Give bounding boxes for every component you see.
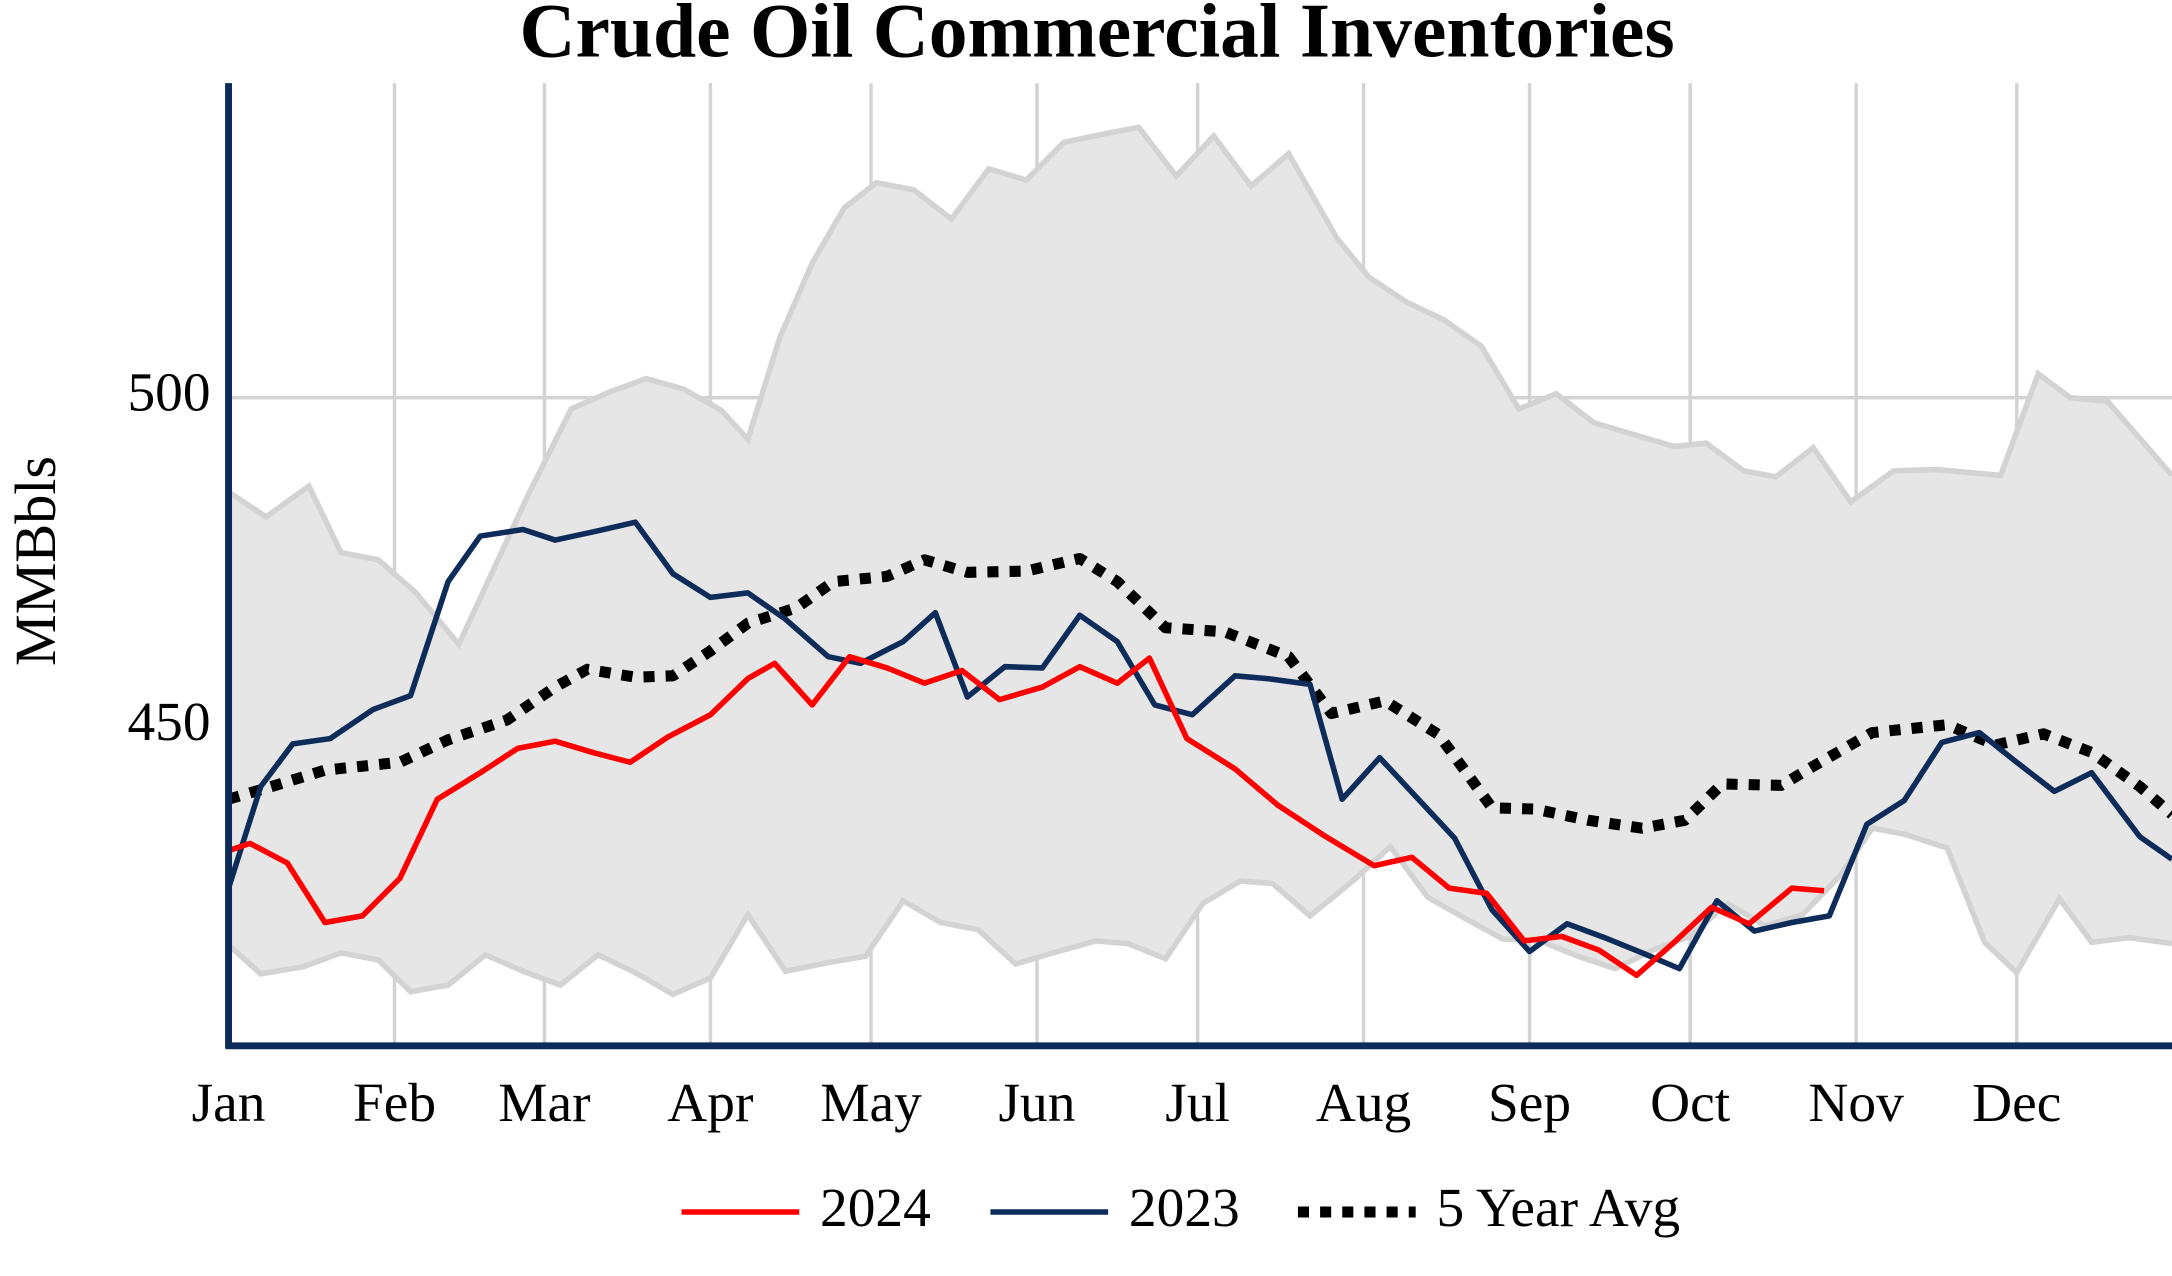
chart-title: Crude Oil Commercial Inventories bbox=[519, 0, 1674, 74]
legend-label: 5 Year Avg bbox=[1436, 1177, 1680, 1238]
x-tick-label: Nov bbox=[1808, 1072, 1904, 1133]
series-line bbox=[228, 653, 1825, 979]
x-tick-label: Mar bbox=[498, 1072, 590, 1133]
x-tick-label: Feb bbox=[353, 1072, 436, 1133]
legend-label: 2023 bbox=[1129, 1177, 1240, 1238]
x-tick-label: Jun bbox=[999, 1072, 1076, 1133]
x-tick-label: Jan bbox=[192, 1072, 266, 1133]
x-tick-label: Apr bbox=[667, 1072, 753, 1133]
series-line bbox=[228, 552, 2172, 834]
x-tick-label: Sep bbox=[1488, 1072, 1571, 1133]
x-tick-label: May bbox=[820, 1072, 922, 1133]
y-tick-label: 450 bbox=[127, 691, 210, 752]
legend-label: 2024 bbox=[820, 1177, 931, 1238]
x-tick-label: Aug bbox=[1316, 1072, 1411, 1133]
x-tick-label: Dec bbox=[1972, 1072, 2061, 1133]
range-band bbox=[228, 127, 2172, 995]
x-tick-label: Oct bbox=[1650, 1072, 1731, 1133]
range-upper-line bbox=[228, 124, 2172, 650]
y-tick-label: 500 bbox=[127, 361, 210, 422]
y-axis-label: MMBbls bbox=[3, 456, 68, 666]
plot-area bbox=[228, 124, 2172, 998]
x-tick-label: Jul bbox=[1165, 1072, 1230, 1133]
